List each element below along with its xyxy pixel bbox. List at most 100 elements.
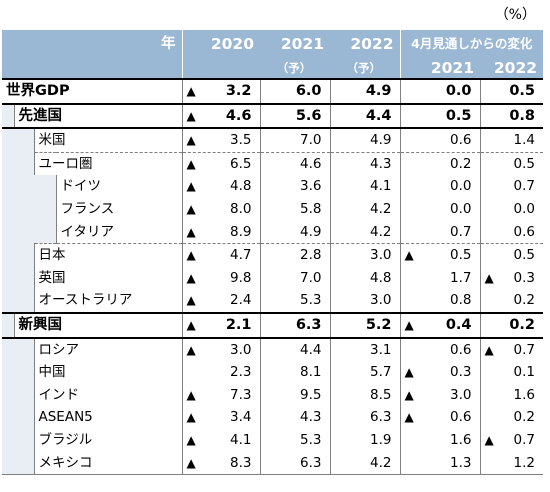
negative-marker: ▲ bbox=[484, 432, 494, 447]
cell-v2020: ▲ 7.3 bbox=[181, 383, 260, 407]
unit-label: （%） bbox=[494, 7, 536, 23]
negative-marker: ▲ bbox=[186, 387, 196, 402]
cell-value: 0.7 bbox=[450, 223, 472, 240]
cell-value: 5.3 bbox=[300, 292, 322, 309]
cell-value: 7.3 bbox=[230, 386, 252, 403]
cell-value: 0.0 bbox=[445, 83, 472, 99]
cell-v2021: 6.0 bbox=[259, 78, 330, 104]
cell-value: 5.3 bbox=[300, 431, 322, 448]
table-row-japan: 日本 ▲ 4.7 2.8 3.0 ▲ 0.5 0.5 bbox=[2, 243, 544, 267]
indent-cell bbox=[2, 406, 14, 429]
negative-marker: ▲ bbox=[186, 270, 196, 285]
negative-marker: ▲ bbox=[186, 179, 196, 194]
cell-value: 0.6 bbox=[513, 223, 536, 240]
indent-cell bbox=[14, 220, 34, 244]
cell-value: 0.7 bbox=[513, 431, 536, 448]
cell-value: 3.0 bbox=[450, 386, 472, 403]
cell-v2020: ▲ 9.8 bbox=[181, 266, 260, 290]
indent-cell bbox=[14, 289, 34, 313]
table-row-advanced: 先進国 ▲ 4.6 5.6 4.4 0.5 0.8 bbox=[2, 102, 544, 129]
row-label: 先進国 bbox=[13, 102, 182, 129]
cell-v2021: 4.6 bbox=[259, 151, 330, 176]
col-2021-header: 2021 bbox=[260, 30, 330, 58]
table-row-germany: ドイツ ▲ 4.8 3.6 4.1 0.0 0.7 bbox=[2, 175, 544, 198]
negative-marker: ▲ bbox=[186, 432, 196, 447]
cell-v2020: ▲ 4.1 bbox=[181, 428, 260, 452]
cell-value: 0.8 bbox=[509, 107, 536, 124]
cell-value: 0.6 bbox=[450, 341, 472, 358]
cell-v2020: ▲ 2.4 bbox=[181, 289, 260, 313]
cell-c2022: ▲ 0.7 bbox=[479, 428, 544, 452]
cell-v2021: 4.4 bbox=[259, 336, 330, 362]
negative-marker: ▲ bbox=[186, 293, 196, 308]
indent-cell bbox=[2, 152, 14, 176]
cell-value: 8.0 bbox=[230, 200, 252, 217]
cell-value: 0.2 bbox=[450, 155, 472, 172]
cell-value: 0.3 bbox=[513, 269, 536, 286]
indent-cell bbox=[2, 197, 14, 221]
cell-value: 6.0 bbox=[295, 83, 322, 99]
indent-cell bbox=[2, 383, 14, 407]
cell-value: 5.2 bbox=[365, 316, 392, 333]
cell-v2022: 8.5 bbox=[329, 383, 400, 407]
cell-c2021: 0.6 bbox=[399, 336, 480, 362]
cell-value: 9.5 bbox=[300, 386, 322, 403]
cell-value: 4.7 bbox=[230, 247, 252, 264]
cell-c2022: 0.8 bbox=[479, 102, 544, 129]
row-label: フランス bbox=[55, 197, 182, 221]
cell-v2020: ▲ 3.2 bbox=[181, 78, 260, 104]
cell-v2020: ▲ 8.9 bbox=[181, 220, 260, 244]
cell-c2021: ▲ 0.4 bbox=[399, 311, 480, 338]
cell-v2021: 4.3 bbox=[259, 406, 330, 429]
cell-value: 4.3 bbox=[370, 155, 392, 172]
indent-cell bbox=[14, 428, 34, 452]
table-row-russia: ロシア ▲ 3.0 4.4 3.1 0.6 ▲ 0.7 bbox=[2, 336, 544, 362]
cell-value: 4.9 bbox=[365, 83, 392, 99]
indent-cell bbox=[14, 175, 34, 198]
cell-v2022: 4.9 bbox=[329, 78, 400, 104]
indent-cell bbox=[14, 406, 34, 429]
cell-v2020: ▲ 3.0 bbox=[181, 336, 260, 362]
cell-value: 1.2 bbox=[513, 454, 536, 471]
cell-value: 0.8 bbox=[450, 292, 472, 309]
row-label: ブラジル bbox=[33, 428, 182, 452]
negative-marker: ▲ bbox=[404, 248, 414, 263]
cell-v2022: 3.0 bbox=[329, 289, 400, 313]
cell-c2021: 0.0 bbox=[399, 175, 480, 198]
table-row-euro: ユーロ圏 ▲ 6.5 4.6 4.3 0.2 0.5 bbox=[2, 151, 544, 176]
cell-value: 1.3 bbox=[450, 454, 472, 471]
cell-value: 4.6 bbox=[300, 155, 322, 172]
negative-marker: ▲ bbox=[404, 365, 414, 380]
indent-cell bbox=[14, 127, 34, 153]
cell-value: 8.9 bbox=[230, 223, 252, 240]
cell-c2021: ▲ 0.3 bbox=[399, 361, 480, 384]
cell-c2021: 0.7 bbox=[399, 220, 480, 244]
cell-c2022: 1.4 bbox=[479, 127, 544, 153]
cell-value: 0.5 bbox=[450, 247, 472, 264]
cell-c2022: 0.7 bbox=[479, 175, 544, 198]
gdp-forecast-table: 年 2020 2021 2022 4月見通しからの変化 （予） （予） 2021… bbox=[2, 30, 544, 476]
cell-v2022: 1.9 bbox=[329, 428, 400, 452]
negative-marker: ▲ bbox=[484, 342, 494, 357]
cell-c2022: 0.2 bbox=[479, 406, 544, 429]
cell-value: 0.0 bbox=[513, 200, 536, 217]
indent-cell bbox=[2, 311, 14, 338]
row-label: 日本 bbox=[33, 243, 182, 267]
table-row-italy: イタリア ▲ 8.9 4.9 4.2 0.7 0.6 bbox=[2, 220, 544, 244]
cell-v2021: 3.6 bbox=[259, 175, 330, 198]
cell-value: 3.4 bbox=[230, 409, 252, 426]
cell-value: 4.3 bbox=[300, 409, 322, 426]
cell-value: 3.5 bbox=[230, 132, 252, 149]
negative-marker: ▲ bbox=[186, 156, 196, 171]
negative-marker: ▲ bbox=[186, 248, 196, 263]
cell-v2022: 4.1 bbox=[329, 175, 400, 198]
cell-value: 8.3 bbox=[230, 454, 252, 471]
cell-value: 2.4 bbox=[230, 292, 252, 309]
cell-c2022: 0.5 bbox=[479, 243, 544, 267]
table-row-brazil: ブラジル ▲ 4.1 5.3 1.9 1.6 ▲ 0.7 bbox=[2, 428, 544, 452]
cell-value: 4.4 bbox=[300, 341, 322, 358]
cell-v2022: 4.4 bbox=[329, 102, 400, 129]
cell-c2022: ▲ 0.7 bbox=[479, 336, 544, 362]
row-label: オーストラリア bbox=[33, 289, 182, 313]
cell-c2021: 1.7 bbox=[399, 266, 480, 290]
